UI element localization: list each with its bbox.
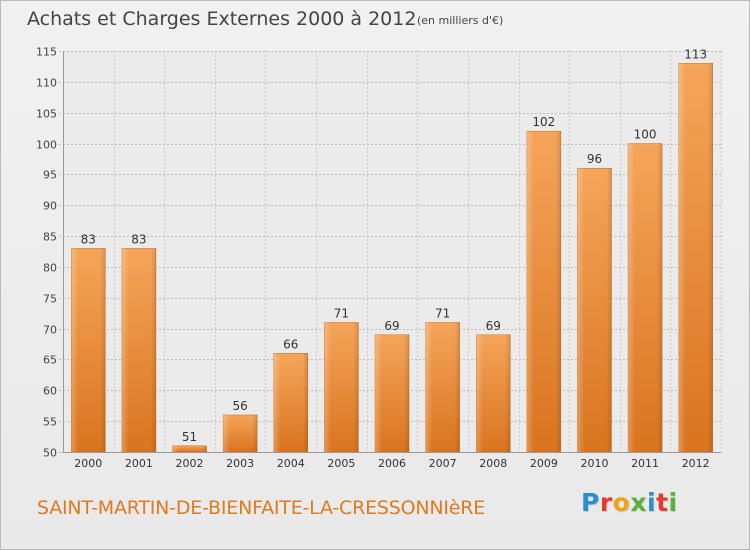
x-tick-label: 2000: [74, 457, 102, 470]
x-tick-label: 2011: [631, 457, 659, 470]
data-label: 96: [587, 152, 602, 166]
y-tick-label: 65: [43, 354, 57, 367]
x-tick-label: 2010: [580, 457, 608, 470]
bar-shade-2011: [628, 143, 663, 453]
x-tick-label: 2004: [277, 457, 305, 470]
bar-shade-2009: [526, 131, 561, 452]
data-label: 69: [384, 319, 399, 333]
bar-shade-2001: [121, 248, 156, 452]
bar-shade-2004: [273, 353, 308, 452]
data-label: 100: [634, 128, 657, 142]
data-label: 83: [131, 232, 146, 246]
y-tick-label: 70: [43, 324, 57, 337]
logo-letter: i: [647, 488, 657, 517]
data-label: 56: [233, 399, 248, 413]
logo-letter: x: [630, 488, 647, 517]
logo-letter: r: [599, 488, 613, 517]
y-tick-label: 115: [36, 46, 57, 59]
data-label: 71: [435, 306, 450, 320]
data-label: 113: [684, 47, 707, 61]
chart-unit: (en milliers d'€): [417, 14, 504, 27]
y-tick-label: 60: [43, 385, 57, 398]
proxiti-logo: Proxiti: [581, 488, 678, 517]
chart-title: Achats et Charges Externes 2000 à 2012: [27, 8, 417, 30]
bar-shade-2010: [577, 168, 612, 452]
y-tick-label: 95: [43, 169, 57, 182]
y-tick-label: 90: [43, 200, 57, 213]
bar-shade-2003: [223, 414, 258, 452]
bar-shade-2005: [324, 322, 359, 452]
x-tick-label: 2009: [530, 457, 558, 470]
logo-letter: o: [612, 488, 631, 517]
bar-shade-2012: [678, 63, 713, 452]
y-tick-label: 75: [43, 293, 57, 306]
x-tick-label: 2002: [176, 457, 204, 470]
bar-shade-2002: [172, 445, 207, 452]
x-tick-label: 2006: [378, 457, 406, 470]
data-label: 51: [182, 430, 197, 444]
commune-name: SAINT-MARTIN-DE-BIENFAITE-LA-CRESSONNIèR…: [37, 497, 486, 519]
logo-letter: t: [656, 488, 669, 517]
y-tick-label: 80: [43, 262, 57, 275]
y-tick-label: 55: [43, 416, 57, 429]
data-label: 69: [486, 319, 501, 333]
x-tick-label: 2007: [429, 457, 457, 470]
x-tick-label: 2012: [682, 457, 710, 470]
data-label: 66: [283, 337, 298, 351]
y-tick-label: 50: [43, 447, 57, 460]
bar-shade-2006: [375, 334, 409, 452]
logo-letter: i: [668, 488, 678, 517]
x-tick-label: 2001: [125, 457, 153, 470]
bar-shade-2008: [476, 334, 511, 452]
bar-shade-2000: [71, 248, 106, 452]
y-tick-label: 85: [43, 231, 57, 244]
x-tick-label: 2008: [479, 457, 507, 470]
y-tick-label: 110: [36, 77, 57, 90]
bar-shade-2007: [425, 322, 460, 452]
data-label: 71: [334, 306, 349, 320]
x-tick-label: 2003: [226, 457, 254, 470]
data-label: 102: [532, 115, 555, 129]
x-tick-label: 2005: [327, 457, 355, 470]
logo-letter: P: [581, 488, 600, 517]
y-tick-label: 105: [36, 108, 57, 121]
y-tick-label: 100: [36, 139, 57, 152]
data-label: 83: [81, 232, 96, 246]
